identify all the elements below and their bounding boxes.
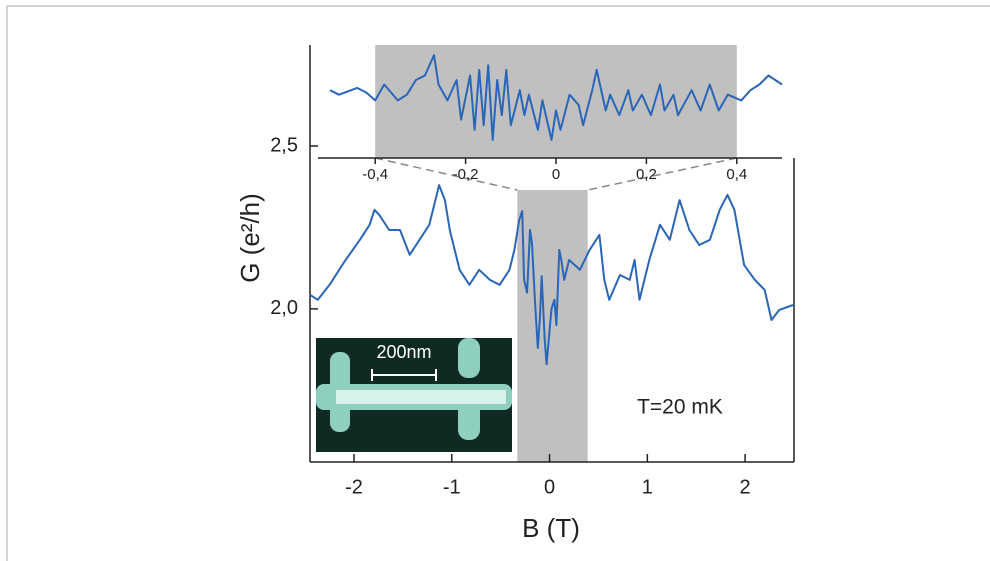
zoom-connector [587, 157, 737, 191]
wire-core [336, 390, 506, 404]
highlight-band [517, 190, 588, 462]
x-tick-label: 0 [544, 476, 555, 498]
highlight-band [375, 45, 737, 158]
x-tick-label: 1 [642, 476, 653, 498]
x-tick-label: -0,4 [362, 166, 388, 183]
y-tick-label: 2,5 [270, 134, 298, 156]
annotation: T=20 mK [637, 396, 723, 419]
data-line [309, 184, 794, 366]
x-axis-label: B (T) [522, 513, 580, 543]
x-tick-label: 0,2 [636, 166, 657, 183]
x-tick-label: -1 [443, 476, 461, 498]
micrograph: 200nm [316, 338, 512, 452]
data-line [329, 54, 783, 141]
wire [458, 338, 480, 378]
scale-bar-label: 200nm [376, 342, 431, 362]
plot: -2 -1 0 1 2 2,0 2,5 -0,4 -0,2 0 0,2 0,4 [270, 45, 795, 498]
x-tick-label: 2 [740, 476, 751, 498]
y-axis-label: G (e²/h) [235, 193, 265, 283]
y-tick-label: 2,0 [270, 297, 298, 319]
zoom-connector [375, 157, 518, 191]
x-tick-label: -2 [345, 476, 363, 498]
x-tick-label: -0,2 [453, 166, 479, 183]
x-tick-label: 0,4 [726, 166, 747, 183]
x-tick-label: 0 [552, 166, 560, 183]
